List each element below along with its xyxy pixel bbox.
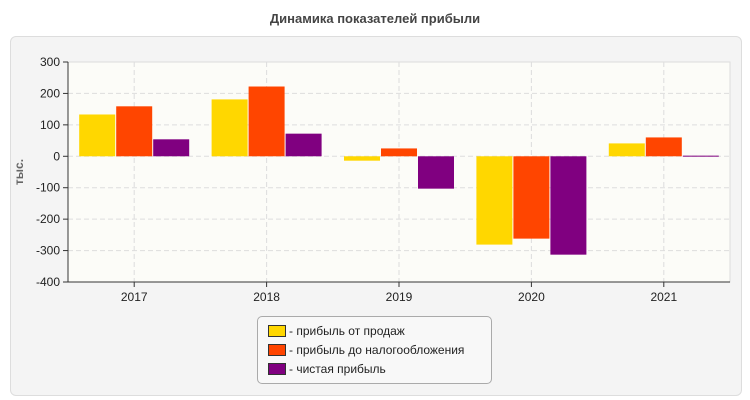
bar-2018-3: [285, 133, 322, 157]
bar-2021-2: [645, 137, 682, 157]
y-tick-label: 0: [53, 149, 60, 163]
bar-2017-1: [79, 114, 116, 157]
y-tick-label: -200: [36, 212, 60, 226]
bar-2019-2: [381, 148, 417, 157]
legend-item: - прибыль от продаж: [268, 323, 405, 339]
bar-2021-1: [608, 143, 645, 157]
y-tick-label: 100: [40, 118, 60, 132]
legend-swatch: [268, 363, 286, 375]
bar-2020-1: [476, 156, 513, 245]
y-tick-label: 300: [40, 55, 60, 69]
y-tick-label: 200: [40, 86, 60, 100]
x-tick-label: 2020: [518, 290, 545, 304]
legend-item: - чистая прибыль: [268, 361, 386, 377]
legend-label: - прибыль от продаж: [289, 324, 405, 338]
y-axis-label: тыс.: [12, 159, 26, 185]
y-tick-label: -300: [36, 244, 60, 258]
bar-2017-3: [153, 139, 190, 157]
x-tick-label: 2017: [121, 290, 148, 304]
bar-2020-3: [550, 156, 587, 255]
legend-label: - чистая прибыль: [289, 362, 386, 376]
bar-2018-1: [211, 99, 248, 157]
x-tick-label: 2019: [386, 290, 413, 304]
bar-2017-2: [116, 106, 153, 157]
legend: - прибыль от продаж - прибыль до налогоо…: [257, 316, 492, 384]
legend-swatch: [268, 344, 286, 356]
x-tick-label: 2018: [253, 290, 280, 304]
bar-2018-2: [248, 86, 285, 157]
x-tick-label: 2021: [650, 290, 677, 304]
legend-swatch: [268, 325, 286, 337]
bar-2019-3: [418, 156, 454, 189]
legend-label: - прибыль до налогообложения: [289, 343, 465, 357]
chart-title: Динамика показателей прибыли: [269, 11, 481, 26]
bar-2020-2: [513, 156, 550, 239]
bar-2021-3: [682, 155, 719, 157]
legend-item: - прибыль до налогообложения: [268, 342, 464, 358]
bar-2019-1: [344, 156, 380, 161]
y-tick-label: -400: [36, 275, 60, 289]
y-tick-label: -100: [36, 181, 60, 195]
